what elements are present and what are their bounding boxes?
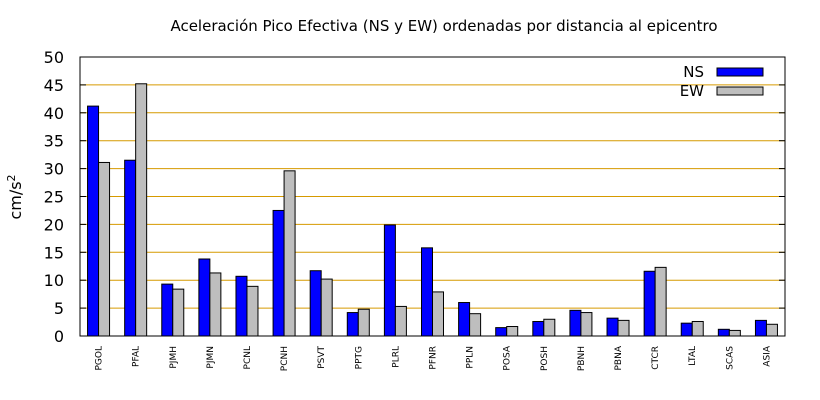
x-tick-label-pjmn: PJMN — [206, 346, 216, 369]
x-tick-label-plrl: PLRL — [391, 346, 401, 368]
y-tick-label-15: 15 — [44, 243, 64, 262]
bar-ns-ppln — [458, 302, 471, 337]
x-tick-label-pptg: PPTG — [354, 346, 364, 369]
bar-ns-pjmh — [161, 283, 174, 337]
bar-ns-pbnh — [569, 309, 582, 337]
x-axis-tick-labels: PGOL PFAL PJMH PJMN PCNL PCNH PSVT PPTG PLRL PFNR… — [95, 345, 773, 371]
y-tick-label-10: 10 — [44, 271, 64, 290]
bar-ew-ppln — [469, 313, 482, 337]
y-tick-label-20: 20 — [44, 215, 64, 234]
bar-ns-psvt — [309, 270, 322, 337]
bar-ew-pfnr — [432, 291, 444, 337]
bar-ns-scas — [717, 328, 730, 337]
x-tick-label-pcnh: PCNH — [280, 346, 290, 371]
y-tick-label-0: 0 — [54, 327, 64, 346]
bar-ew-ltal — [691, 320, 704, 337]
grid-lines — [80, 84, 785, 309]
bar-ew-plrl — [394, 305, 407, 337]
bar-ew-pbnh — [580, 312, 593, 337]
y-tick-label-35: 35 — [44, 132, 64, 151]
bar-ew-posa — [506, 326, 519, 337]
bar-ns-ltal — [680, 322, 693, 337]
bar-ew-pjmh — [172, 288, 185, 337]
bar-ns-pfal — [124, 159, 137, 337]
legend-label-ew: EW — [680, 82, 704, 100]
bar-ns-pcnl — [235, 275, 248, 337]
y-tick-label-5: 5 — [54, 299, 64, 318]
y-axis-label-unit: cm/s — [6, 181, 25, 219]
bar-ew-pptg — [357, 308, 370, 337]
bar-ns-plrl — [383, 224, 396, 337]
y-tick-label-25: 25 — [44, 188, 64, 207]
x-tick-label-psvt: PSVT — [317, 346, 327, 369]
x-tick-label-scas: SCAS — [725, 346, 735, 370]
bar-ns-ctcr — [643, 270, 656, 337]
bar-ns-posa — [495, 327, 508, 337]
y-axis-ticks: 0 5 10 15 20 25 30 35 40 45 50 — [44, 48, 785, 346]
x-tick-label-pcnl: PCNL — [243, 346, 253, 369]
bar-ns-pbna — [606, 317, 619, 337]
x-tick-label-pfnr: PFNR — [429, 346, 439, 370]
bar-ns-asia — [754, 319, 767, 337]
bar-ew-asia — [765, 323, 778, 337]
x-tick-label-ppln: PPLN — [466, 346, 476, 369]
x-tick-label-pgol: PGOL — [95, 346, 105, 371]
bar-ew-pjmn — [209, 272, 222, 337]
bar-ew-pcnh — [283, 170, 296, 337]
x-tick-label-ltal: LTAL — [688, 346, 698, 366]
bar-ns-pcnh — [272, 209, 285, 337]
x-tick-label-posh: POSH — [540, 346, 550, 371]
bar-ns-posh — [532, 320, 545, 337]
x-tick-label-pbna: PBNA — [614, 345, 624, 370]
x-tick-label-pjmh: PJMH — [169, 346, 179, 369]
bar-ew-pgol — [98, 161, 111, 337]
bar-ew-pcnl — [246, 285, 259, 337]
y-tick-label-40: 40 — [44, 104, 64, 123]
y-axis-label: cm/s2 — [5, 174, 25, 219]
bar-ew-ctcr — [654, 266, 667, 337]
y-tick-label-50: 50 — [44, 48, 64, 67]
legend-label-ns: NS — [683, 63, 704, 81]
bar-ns-pjmn — [198, 258, 211, 337]
y-tick-label-45: 45 — [44, 76, 64, 95]
bar-ew-posh — [543, 318, 556, 337]
bar-ns-pfnr — [421, 247, 433, 337]
y-axis-label-exponent: 2 — [5, 174, 18, 181]
x-tick-label-posa: POSA — [503, 345, 513, 370]
bar-ew-psvt — [320, 278, 333, 337]
legend-swatch-ns — [716, 67, 764, 77]
chart-title: Aceleración Pico Efectiva (NS y EW) orde… — [170, 17, 717, 35]
bar-ns-pptg — [346, 312, 359, 337]
bar-ew-scas — [728, 329, 741, 337]
bars — [87, 83, 778, 337]
legend-swatch-ew — [716, 86, 764, 96]
x-tick-label-asia: ASIA — [762, 345, 772, 367]
x-tick-label-ctcr: CTCR — [651, 346, 661, 370]
x-tick-label-pbnh: PBNH — [577, 346, 587, 371]
x-tick-label-pfal: PFAL — [132, 346, 142, 367]
bar-ew-pbna — [617, 319, 630, 337]
bar-ew-pfal — [135, 83, 148, 337]
y-tick-label-30: 30 — [44, 160, 64, 179]
bar-ns-pgol — [87, 105, 100, 337]
